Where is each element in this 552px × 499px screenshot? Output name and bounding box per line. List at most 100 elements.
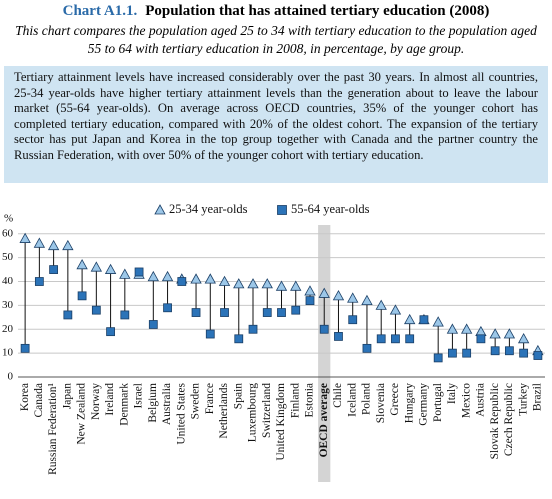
x-tick-label: Brazil	[532, 383, 544, 411]
x-tick-label: Japan	[61, 383, 73, 409]
x-tick-label: United Kingdom	[275, 383, 287, 461]
x-tick-label: Iceland	[346, 383, 358, 417]
square-marker	[448, 348, 457, 358]
square-marker	[20, 343, 30, 353]
triangle-marker	[432, 316, 444, 327]
x-tick-label: New Zealand	[76, 383, 88, 445]
legend-label: 25-34 year-olds	[169, 202, 248, 216]
legend-label: 55-64 year-olds	[291, 202, 370, 216]
x-tick-label: Italy	[446, 383, 458, 404]
triangle-marker	[375, 299, 387, 310]
x-tick-label: Australia	[161, 383, 173, 425]
triangle-marker	[290, 280, 302, 291]
square-marker	[334, 332, 343, 341]
summary-box: Tertiary attainment levels have increase…	[4, 66, 548, 183]
triangle-marker	[33, 237, 46, 248]
square-marker	[248, 324, 258, 334]
legend-marker	[277, 205, 287, 215]
square-marker	[148, 320, 158, 329]
triangle-marker	[347, 292, 359, 303]
chart-subtitle: This chart compares the population aged …	[15, 23, 537, 56]
square-marker	[376, 334, 386, 344]
triangle-marker	[517, 332, 530, 344]
x-tick-label: Finland	[289, 383, 301, 418]
square-marker	[319, 324, 329, 334]
x-tick-label: OECD average	[318, 383, 330, 457]
x-tick-label: United States	[175, 382, 187, 444]
square-marker	[462, 348, 472, 358]
y-tick-label: 20	[2, 323, 14, 335]
x-tick-label: Portugal	[432, 383, 444, 422]
chart: % 0 10 20 30 40 50 60 25-34 year-olds 55-64 year…	[2, 202, 545, 482]
triangle-marker	[190, 273, 202, 284]
y-tick-label: 10	[2, 347, 14, 359]
triangle-marker	[247, 278, 259, 289]
triangle-marker	[389, 304, 402, 315]
x-tick-label: Netherlands	[218, 382, 230, 438]
x-tick-label: Ireland	[104, 383, 116, 416]
x-tick-label: Poland	[361, 383, 373, 415]
y-tick-label: 60	[2, 227, 14, 239]
x-tick-label: Turkey	[517, 383, 529, 416]
chart-title: Population that has attained tertiary ed…	[145, 3, 490, 19]
x-tick-label: Spain	[232, 383, 244, 409]
triangle-marker	[47, 239, 60, 251]
triangle-marker	[460, 323, 473, 334]
x-tick-label: Slovenia	[375, 383, 387, 423]
x-tick-label: Belgium	[147, 383, 159, 423]
triangle-marker	[332, 290, 345, 301]
square-marker	[391, 334, 400, 344]
square-marker	[433, 353, 443, 363]
square-marker	[34, 277, 44, 286]
square-marker	[291, 305, 301, 315]
x-tick-label: Chile	[332, 383, 344, 408]
x-tick-label: Norway	[90, 383, 102, 420]
square-marker	[348, 315, 358, 325]
y-tick-label: 50	[2, 251, 14, 263]
square-marker	[519, 348, 529, 358]
y-tick-label: 0	[8, 371, 14, 383]
square-marker	[490, 346, 500, 356]
x-tick-label: Denmark	[118, 383, 130, 426]
triangle-marker	[19, 232, 31, 243]
square-marker	[106, 327, 115, 337]
square-marker	[277, 308, 286, 317]
square-marker	[405, 334, 415, 344]
triangle-marker	[261, 278, 273, 289]
square-marker	[234, 334, 244, 344]
x-tick-label: France	[204, 383, 216, 414]
square-marker	[205, 329, 215, 339]
square-marker	[63, 310, 73, 320]
square-marker	[262, 308, 272, 317]
triangle-marker	[104, 263, 117, 274]
triangle-marker	[275, 280, 288, 291]
square-marker	[533, 351, 543, 360]
x-tick-label: Austria	[475, 383, 487, 417]
square-marker	[476, 334, 486, 344]
x-tick-label: Czech Republic	[503, 383, 515, 456]
square-marker	[220, 308, 229, 317]
square-marker	[362, 343, 372, 353]
square-marker	[419, 315, 429, 325]
x-tick-label: Sweden	[190, 383, 202, 420]
triangle-marker	[404, 313, 416, 325]
header: Chart A1.1. Population that has attained …	[0, 2, 552, 58]
square-marker	[191, 308, 201, 317]
triangle-marker	[119, 268, 131, 279]
square-marker	[134, 267, 144, 277]
x-tick-label: Russian Federation¹	[47, 382, 59, 474]
triangle-marker	[503, 328, 516, 339]
triangle-marker	[318, 287, 330, 298]
square-marker	[91, 305, 101, 315]
x-tick-label: Greece	[389, 383, 401, 416]
square-marker	[504, 346, 514, 356]
square-marker	[49, 265, 59, 274]
x-tick-label: Mexico	[460, 383, 472, 418]
triangle-marker	[62, 239, 74, 251]
square-marker	[163, 303, 172, 313]
square-marker	[120, 310, 130, 320]
x-tick-label: Estonia	[304, 383, 316, 418]
x-tick-label: Slovak Republic	[489, 383, 501, 459]
title-row: Chart A1.1. Population that has attained …	[0, 2, 552, 20]
